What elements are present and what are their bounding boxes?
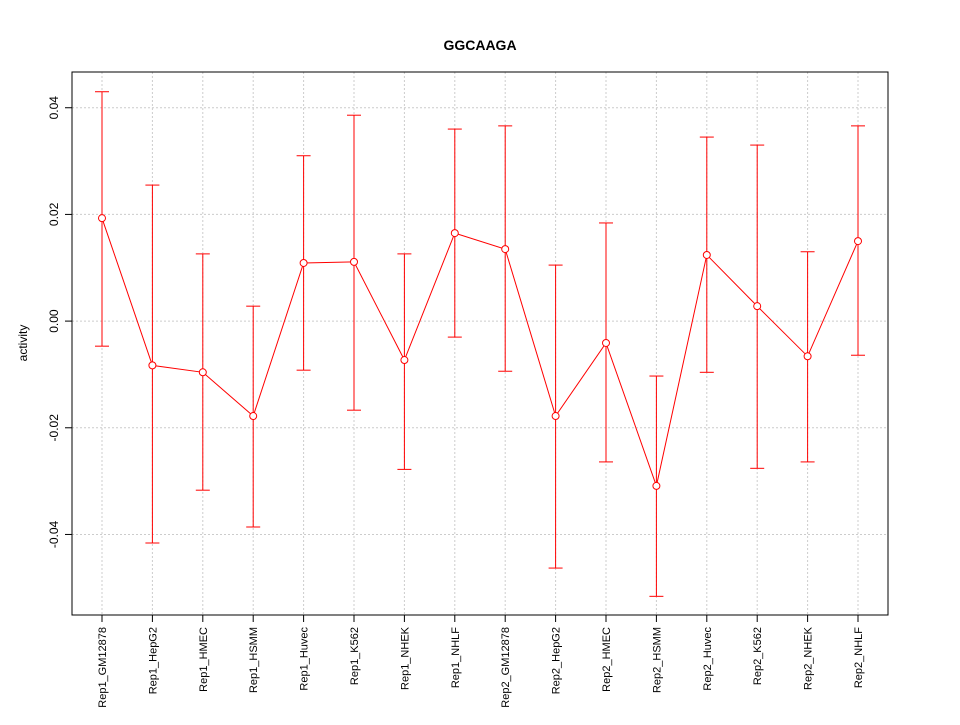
y-tick-label: -0.04 (47, 520, 61, 548)
data-point (249, 412, 258, 421)
x-tick-label: Rep1_HepG2 (147, 627, 159, 694)
data-point (148, 361, 157, 370)
data-point (98, 214, 106, 223)
x-tick-label: Rep2_K562 (752, 627, 764, 685)
data-point (551, 412, 560, 421)
x-tick-label: Rep2_HepG2 (551, 627, 563, 694)
x-tick-label: Rep1_NHEK (399, 626, 411, 690)
x-tick-label: Rep1_K562 (349, 627, 361, 685)
data-point (400, 356, 409, 365)
x-tick-label: Rep1_HMEC (198, 627, 210, 692)
data-point (350, 257, 358, 266)
data-point (501, 245, 510, 254)
data-point (450, 229, 459, 238)
x-tick-label: Rep2_HMEC (601, 627, 613, 692)
series-line (101, 217, 859, 488)
y-tick-label: -0.02 (47, 414, 61, 442)
x-tick-label: Rep1_HSMM (248, 627, 260, 693)
data-point (652, 481, 661, 490)
x-tick-label: Rep1_GM12878 (97, 627, 109, 708)
data-point (299, 258, 308, 267)
y-tick-label: 0.02 (47, 202, 61, 226)
x-tick-label: Rep1_NHLF (450, 627, 462, 688)
data-point (803, 352, 812, 361)
x-tick-label: Rep2_Huvec (702, 627, 714, 691)
x-tick-label: Rep1_Huvec (299, 627, 311, 691)
plot-frame (71, 71, 889, 616)
data-point (602, 338, 610, 347)
chart-title: GGCAAGA (443, 37, 516, 53)
data-point (753, 302, 762, 311)
data-point (854, 237, 862, 246)
x-tick-label: Rep2_NHEK (803, 626, 815, 690)
y-axis-label: activity (16, 325, 30, 362)
y-tick-label: 0.04 (47, 96, 61, 120)
x-tick-label: Rep2_HSMM (651, 627, 663, 693)
y-tick-label: 0.00 (47, 309, 61, 333)
x-tick-label: Rep2_NHLF (853, 627, 865, 688)
x-tick-label: Rep2_GM12878 (500, 627, 512, 708)
data-point (198, 368, 207, 377)
data-point (702, 250, 711, 259)
